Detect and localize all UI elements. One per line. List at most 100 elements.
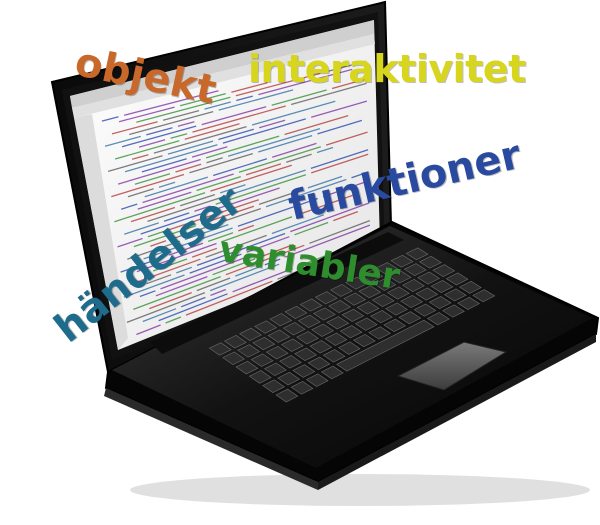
code-line bbox=[297, 192, 359, 216]
keyboard-key bbox=[222, 351, 245, 366]
keyboard-key bbox=[383, 318, 407, 332]
code-line bbox=[209, 263, 280, 292]
code-line bbox=[236, 95, 253, 102]
code-line bbox=[238, 146, 321, 173]
code-line bbox=[233, 169, 306, 195]
keyboard-key bbox=[373, 277, 397, 291]
keyboard-key bbox=[239, 327, 262, 341]
code-line bbox=[133, 225, 197, 248]
keyboard-key bbox=[341, 308, 365, 322]
code-line bbox=[238, 224, 255, 232]
code-line bbox=[205, 135, 280, 159]
code-line bbox=[351, 171, 369, 179]
code-line bbox=[168, 242, 204, 256]
code-line bbox=[232, 267, 293, 293]
code-line bbox=[133, 275, 221, 311]
code-line bbox=[180, 296, 206, 308]
keyboard-key bbox=[356, 301, 380, 315]
code-line bbox=[143, 227, 233, 260]
code-line bbox=[317, 119, 363, 135]
code-line bbox=[170, 133, 188, 139]
code-line bbox=[204, 101, 231, 110]
keyboard-key bbox=[290, 381, 314, 395]
code-line bbox=[111, 121, 158, 135]
keyboard-key bbox=[375, 262, 399, 275]
keyboard-key bbox=[405, 247, 429, 261]
code-line bbox=[142, 308, 177, 323]
code-line bbox=[212, 258, 256, 276]
code-line bbox=[258, 134, 313, 153]
code-line bbox=[284, 114, 349, 136]
code-line bbox=[259, 119, 286, 129]
code-line bbox=[184, 223, 229, 241]
keyboard-key bbox=[371, 293, 395, 307]
code-line bbox=[294, 221, 329, 236]
code-line bbox=[194, 205, 211, 212]
code-line bbox=[123, 274, 185, 298]
code-line bbox=[265, 178, 347, 208]
code-line bbox=[121, 203, 138, 210]
code-line bbox=[310, 153, 369, 174]
code-line bbox=[176, 266, 193, 274]
code-line bbox=[165, 316, 182, 324]
code-line bbox=[147, 194, 229, 223]
keyboard-key bbox=[250, 353, 274, 367]
code-line bbox=[259, 243, 294, 258]
keyboard-key bbox=[443, 288, 467, 302]
keyboard-key bbox=[292, 364, 316, 378]
code-line bbox=[124, 144, 218, 173]
code-line bbox=[167, 140, 214, 155]
code-line bbox=[162, 109, 200, 121]
code-line bbox=[180, 193, 216, 207]
code-line bbox=[205, 234, 267, 258]
code-line bbox=[150, 240, 167, 247]
keyboard-key bbox=[337, 341, 361, 355]
keyboard-key bbox=[400, 295, 424, 309]
keyboard-key bbox=[277, 371, 301, 386]
code-line bbox=[121, 125, 197, 148]
code-line bbox=[220, 184, 246, 194]
code-line bbox=[201, 106, 267, 126]
keyboard-key bbox=[432, 264, 456, 277]
code-line bbox=[237, 197, 319, 227]
keyboard-key bbox=[279, 355, 302, 369]
keyboard-key bbox=[275, 388, 299, 403]
keyboard-key bbox=[269, 313, 293, 327]
code-line bbox=[331, 78, 367, 90]
keyboard-key bbox=[314, 291, 338, 305]
code-line bbox=[136, 96, 231, 123]
code-line bbox=[185, 280, 273, 316]
keyboard-key bbox=[430, 280, 454, 293]
keyboard-key bbox=[417, 271, 441, 285]
code-line bbox=[114, 140, 180, 160]
code-line bbox=[114, 192, 206, 223]
keyboard-key bbox=[354, 317, 378, 331]
code-line bbox=[246, 236, 290, 253]
keyboard-key bbox=[358, 285, 382, 299]
keyboard-key bbox=[284, 305, 308, 319]
code-line bbox=[155, 275, 208, 297]
code-line bbox=[322, 180, 370, 198]
keyboard-key bbox=[297, 314, 321, 328]
keyboard-key bbox=[309, 340, 333, 354]
code-line bbox=[120, 256, 165, 273]
code-line bbox=[163, 212, 190, 222]
code-line bbox=[136, 324, 161, 336]
code-line bbox=[251, 100, 336, 126]
code-line bbox=[213, 158, 268, 177]
code-line bbox=[309, 219, 371, 244]
keyboard-key bbox=[415, 287, 439, 301]
code-line bbox=[136, 242, 217, 273]
code-line bbox=[160, 255, 249, 290]
keyboard-key bbox=[428, 296, 452, 310]
keyboard-key bbox=[237, 344, 261, 358]
code-line bbox=[192, 105, 286, 133]
keyboard-key bbox=[472, 289, 496, 303]
code-line bbox=[310, 149, 369, 170]
code-line bbox=[235, 266, 260, 277]
code-line bbox=[258, 68, 353, 96]
code-line bbox=[146, 127, 173, 136]
laptop-shadow bbox=[130, 474, 590, 506]
keyboard-key bbox=[457, 296, 481, 310]
